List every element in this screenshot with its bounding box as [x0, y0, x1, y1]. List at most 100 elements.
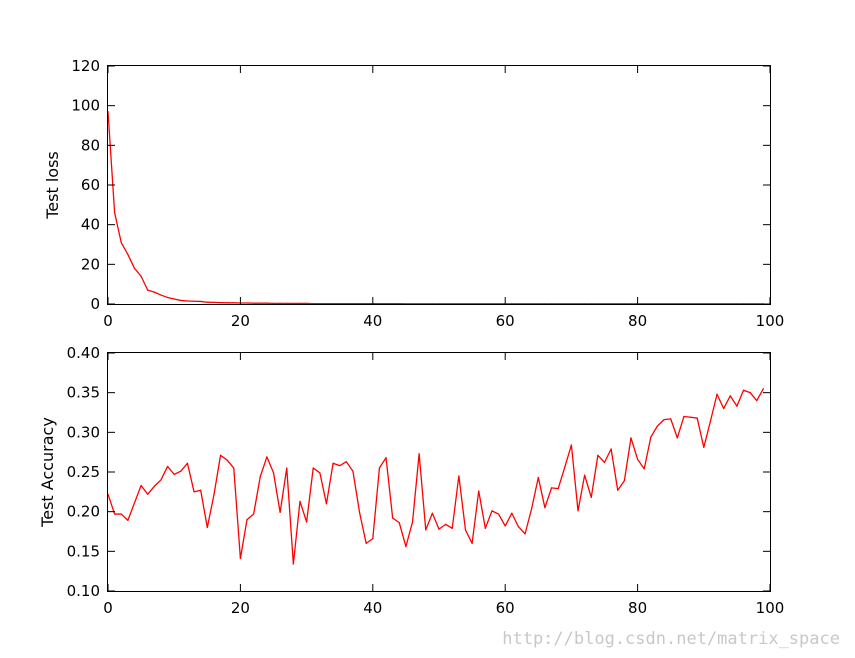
- accuracy-data-point: [186, 462, 189, 464]
- loss-data-point: [325, 303, 328, 305]
- accuracy-data-point: [352, 470, 354, 472]
- accuracy-data-point: [411, 521, 414, 523]
- loss-data-point: [345, 303, 347, 305]
- loss-data-point: [186, 300, 189, 302]
- accuracy-data-point: [637, 458, 639, 460]
- accuracy-data-point: [756, 400, 758, 402]
- loss-data-point: [114, 212, 116, 214]
- accuracy-data-point: [120, 513, 122, 515]
- accuracy-data-point: [173, 473, 175, 475]
- accuracy-data-point: [292, 563, 294, 565]
- accuracy-data-point: [491, 510, 493, 512]
- accuracy-x-tick-label: 20: [231, 599, 250, 617]
- loss-y-tick-label: 100: [71, 97, 100, 115]
- accuracy-data-point: [160, 479, 162, 481]
- accuracy-data-point: [464, 529, 467, 531]
- loss-subplot: 0 20 40 60 80 100 0 20 40 60 80 100 120 Test loss: [43, 57, 784, 330]
- accuracy-data-point: [458, 475, 460, 477]
- accuracy-data-point: [670, 418, 672, 420]
- accuracy-data-point: [683, 415, 685, 418]
- accuracy-data-point: [643, 468, 645, 470]
- loss-data-point: [352, 303, 354, 305]
- accuracy-data-point: [517, 526, 520, 528]
- accuracy-x-tick-label: 40: [363, 599, 382, 617]
- accuracy-data-point: [306, 521, 308, 523]
- accuracy-data-point: [537, 476, 539, 479]
- loss-x-tick-label: 20: [231, 312, 250, 330]
- accuracy-x-tick-label: 60: [496, 599, 515, 617]
- accuracy-data-point: [312, 467, 314, 469]
- accuracy-data-point: [431, 512, 433, 514]
- accuracy-data-point: [372, 538, 374, 540]
- loss-data-point: [173, 298, 175, 300]
- accuracy-x-tick-label: 0: [103, 599, 113, 617]
- loss-data-point: [206, 301, 208, 303]
- accuracy-data-point: [577, 510, 579, 512]
- accuracy-data-point: [617, 489, 619, 491]
- accuracy-data-point: [378, 467, 381, 469]
- accuracy-data-point: [246, 519, 248, 521]
- loss-data-point: [147, 289, 149, 291]
- accuracy-data-point: [147, 493, 149, 495]
- loss-data-point: [219, 302, 222, 304]
- accuracy-data-point: [497, 513, 500, 515]
- accuracy-y-tick-label: 0.35: [67, 384, 100, 402]
- accuracy-data-point: [550, 487, 553, 489]
- accuracy-data-point: [663, 419, 665, 421]
- loss-data-point: [319, 303, 321, 305]
- loss-data-point: [292, 302, 294, 304]
- loss-data-point: [180, 299, 182, 302]
- loss-data-point: [306, 302, 308, 304]
- accuracy-data-point: [272, 472, 275, 474]
- accuracy-data-point: [709, 420, 712, 422]
- accuracy-data-point: [153, 485, 155, 487]
- loss-data-point: [312, 303, 314, 305]
- accuracy-y-tick-label: 0.10: [67, 582, 100, 600]
- accuracy-data-point: [729, 395, 731, 397]
- accuracy-data-point: [219, 454, 222, 456]
- loss-data-point: [286, 302, 288, 304]
- accuracy-y-tick-label: 0.15: [67, 542, 100, 560]
- accuracy-data-point: [650, 436, 652, 438]
- loss-data-point: [392, 303, 394, 305]
- loss-ticks-layer: 0 20 40 60 80 100 0 20 40 60 80 100 120: [71, 57, 784, 330]
- loss-data-point: [339, 303, 341, 305]
- loss-data-point: [299, 302, 301, 304]
- watermark-text: http://blog.csdn.net/matrix_space: [502, 629, 840, 649]
- accuracy-data-point: [259, 476, 261, 478]
- accuracy-data-point: [166, 465, 169, 468]
- loss-data-point: [358, 303, 361, 305]
- accuracy-data-point: [180, 470, 182, 472]
- accuracy-data-point: [703, 446, 705, 449]
- loss-y-tick-label: 80: [81, 136, 100, 154]
- accuracy-data-point: [206, 526, 208, 529]
- accuracy-data-point: [511, 512, 513, 514]
- accuracy-data-point: [723, 407, 725, 410]
- accuracy-data-point: [478, 490, 480, 492]
- accuracy-data-point: [385, 457, 387, 459]
- accuracy-data-point: [200, 489, 202, 491]
- loss-data-point: [233, 302, 235, 304]
- accuracy-y-axis-label: Test Accuracy: [38, 417, 57, 528]
- accuracy-data-point: [332, 462, 334, 464]
- loss-data-point: [193, 300, 195, 302]
- accuracy-data-point: [114, 513, 116, 515]
- accuracy-data-point: [140, 484, 142, 487]
- accuracy-data-point: [597, 454, 599, 456]
- accuracy-data-point: [418, 453, 420, 455]
- loss-data-point: [120, 241, 122, 244]
- accuracy-data-point: [392, 517, 394, 519]
- accuracy-data-point: [253, 513, 255, 515]
- accuracy-data-point: [630, 437, 632, 439]
- accuracy-x-tick-label: 100: [756, 599, 785, 617]
- accuracy-data-point: [544, 507, 546, 509]
- accuracy-y-tick-label: 0.25: [67, 463, 100, 481]
- accuracy-data-point: [365, 542, 367, 545]
- accuracy-data-point: [557, 488, 559, 490]
- loss-data-point: [385, 303, 387, 305]
- loss-x-tick-label: 80: [628, 312, 647, 330]
- loss-data-point: [365, 303, 367, 305]
- loss-data-point: [153, 291, 155, 293]
- loss-x-tick-label: 100: [756, 312, 785, 330]
